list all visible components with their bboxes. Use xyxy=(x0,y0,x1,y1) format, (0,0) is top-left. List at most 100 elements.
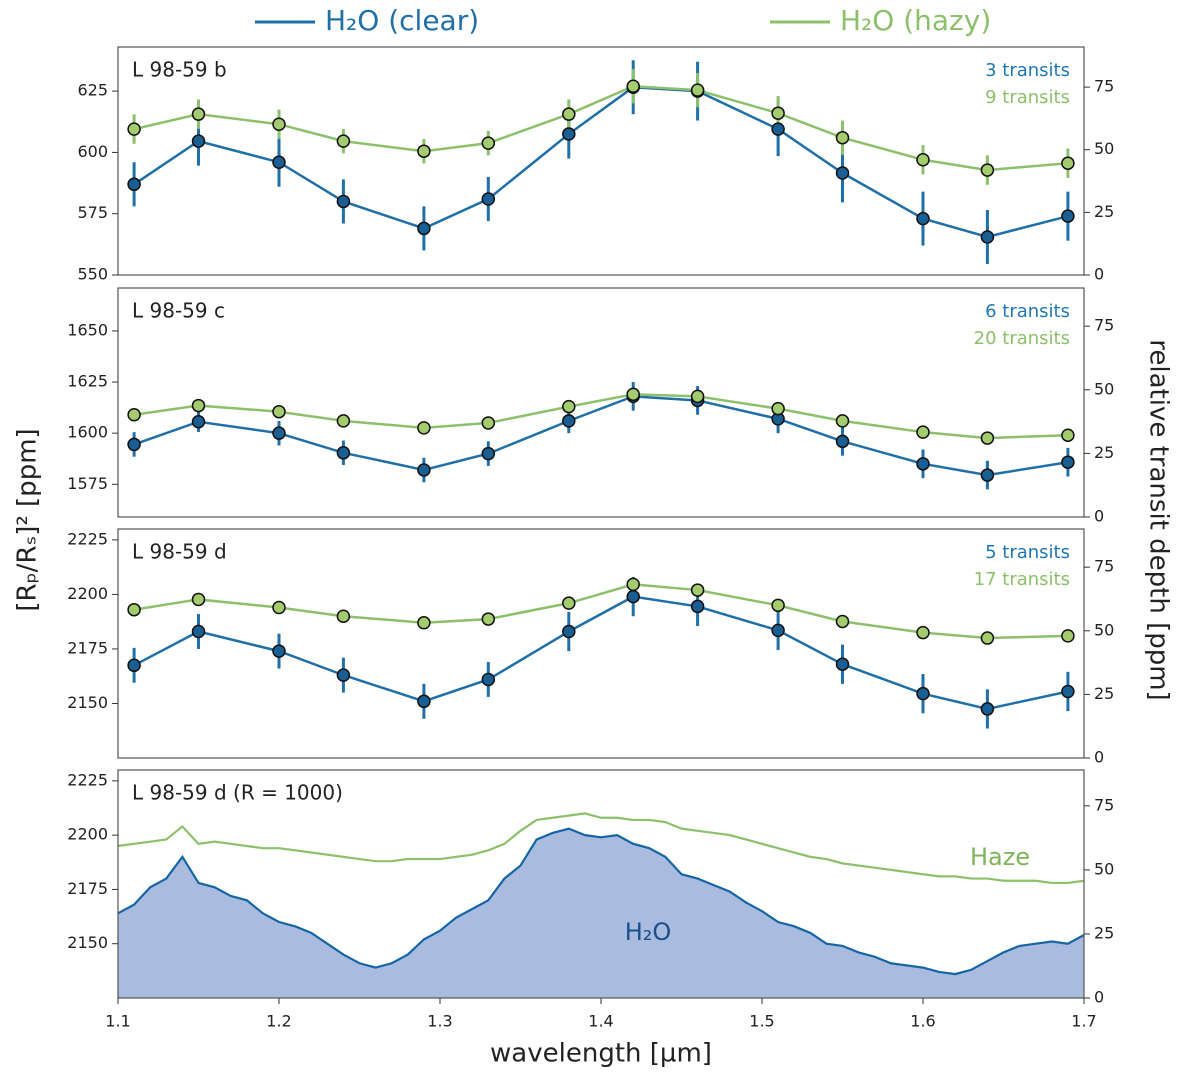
marker xyxy=(481,446,496,461)
marker xyxy=(771,598,785,613)
y-tick-label: 1650 xyxy=(67,320,108,339)
y2-tick-label: 50 xyxy=(1094,379,1114,398)
marker xyxy=(336,134,351,148)
annotation: 20 transits xyxy=(974,328,1070,349)
spectrum-line xyxy=(117,812,1085,885)
marker xyxy=(191,398,206,413)
marker xyxy=(916,425,930,439)
marker xyxy=(417,694,431,709)
marker xyxy=(980,631,995,645)
marker xyxy=(417,421,431,435)
marker xyxy=(771,106,785,120)
series-line xyxy=(133,583,1068,640)
marker xyxy=(1061,629,1075,643)
annotation: 6 transits xyxy=(985,301,1070,322)
annotation: Haze xyxy=(970,843,1030,871)
panel-title: L 98-59 b xyxy=(132,58,227,82)
marker xyxy=(980,163,995,177)
marker xyxy=(127,602,141,617)
y-tick-label: 2175 xyxy=(67,879,108,898)
y2-tick-label: 0 xyxy=(1094,748,1104,767)
panel-frame xyxy=(117,287,1085,518)
y2-tick-label: 25 xyxy=(1094,923,1114,942)
marker xyxy=(771,122,785,136)
x-tick-label: 1.4 xyxy=(588,1012,613,1031)
y-tick-label: 1600 xyxy=(67,423,108,442)
series-line xyxy=(133,84,1069,172)
marker xyxy=(191,624,206,639)
panel-title: L 98-59 d xyxy=(132,540,227,564)
y2-tick-label: 75 xyxy=(1094,77,1114,96)
marker xyxy=(336,668,351,682)
x-tick-label: 1.2 xyxy=(266,1012,291,1031)
series-line xyxy=(133,595,1069,711)
x-tick-label: 1.3 xyxy=(427,1012,452,1031)
y2-tick-label: 75 xyxy=(1094,795,1114,814)
marker xyxy=(191,134,206,148)
y-tick-label: 2175 xyxy=(67,638,108,657)
panel-title: L 98-59 d (R = 1000) xyxy=(132,781,343,805)
marker xyxy=(1061,156,1075,170)
y-tick-label: 600 xyxy=(77,142,108,161)
marker xyxy=(127,177,141,192)
y2-tick-label: 0 xyxy=(1094,988,1104,1007)
marker xyxy=(417,463,431,477)
marker xyxy=(336,414,351,428)
marker xyxy=(481,416,496,430)
marker xyxy=(980,468,995,482)
marker xyxy=(481,612,496,626)
marker xyxy=(336,609,351,623)
marker xyxy=(835,166,850,180)
marker xyxy=(417,221,431,236)
panel-frame xyxy=(117,46,1085,276)
marker xyxy=(562,624,576,639)
series-line xyxy=(133,393,1068,440)
annotation: 9 transits xyxy=(985,87,1070,108)
y-tick-label: 2150 xyxy=(67,933,108,952)
marker xyxy=(771,623,785,638)
y2-tick-label: 0 xyxy=(1094,265,1104,284)
marker xyxy=(562,107,576,121)
marker xyxy=(916,686,930,701)
marker xyxy=(191,414,206,429)
marker xyxy=(690,389,705,404)
marker xyxy=(562,414,576,428)
marker xyxy=(916,625,930,640)
marker xyxy=(626,589,640,604)
marker xyxy=(1061,428,1075,442)
marker xyxy=(690,83,705,97)
marker xyxy=(127,437,141,452)
x-tick-label: 1.1 xyxy=(105,1012,130,1031)
series-line xyxy=(133,85,1069,239)
marker xyxy=(272,644,286,658)
marker xyxy=(481,136,496,150)
x-tick-label: 1.6 xyxy=(910,1012,935,1031)
marker xyxy=(562,127,576,141)
area xyxy=(118,828,1084,998)
marker xyxy=(562,596,576,610)
y-tick-label: 2225 xyxy=(67,770,108,789)
annotation: 17 transits xyxy=(974,569,1070,590)
marker xyxy=(272,117,286,131)
marker xyxy=(980,431,995,445)
y-tick-label: 1625 xyxy=(67,372,108,391)
marker xyxy=(191,592,206,607)
marker xyxy=(835,130,850,145)
marker xyxy=(980,230,995,244)
marker xyxy=(336,446,351,460)
y2-tick-label: 25 xyxy=(1094,443,1114,462)
y2-tick-label: 50 xyxy=(1094,620,1114,639)
marker xyxy=(690,583,705,597)
marker xyxy=(481,672,496,687)
marker xyxy=(1061,684,1075,699)
marker xyxy=(690,599,705,614)
y2-tick-label: 25 xyxy=(1094,202,1114,221)
marker xyxy=(1061,209,1075,223)
marker xyxy=(481,192,496,206)
marker xyxy=(191,107,206,121)
y-axis-label: [Rₚ/Rₛ]² [ppm] xyxy=(13,428,43,611)
y2-tick-label: 50 xyxy=(1094,859,1114,878)
y-tick-label: 2150 xyxy=(67,693,108,712)
x-axis-label: wavelength [µm] xyxy=(490,1039,712,1069)
